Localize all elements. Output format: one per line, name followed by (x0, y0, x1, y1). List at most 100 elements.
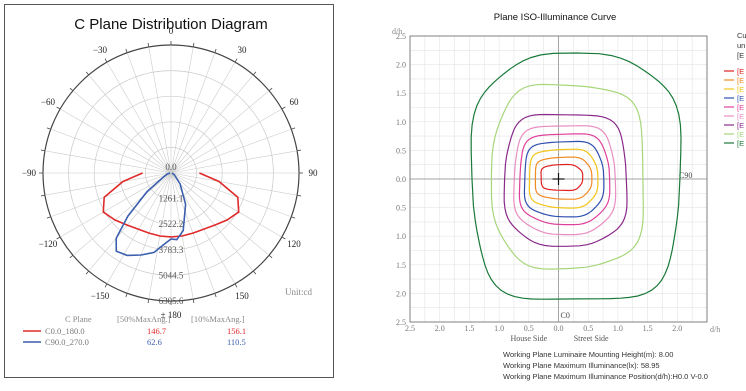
y-tick-label: 1.5 (396, 89, 406, 98)
legend-header: C Plane (65, 314, 92, 324)
x-tick-label: 2.5 (405, 324, 415, 333)
angle-label: 90 (309, 168, 319, 178)
legend-entry: [E (737, 94, 744, 103)
polar-spoke (106, 172, 172, 285)
polar-tick (40, 194, 46, 197)
polar-tick (296, 194, 302, 197)
polar-tick (296, 149, 302, 152)
polar-spoke (59, 172, 172, 238)
x-tick-label: 0.5 (524, 324, 534, 333)
polar-spoke (59, 108, 172, 174)
polar-tick (56, 106, 61, 110)
polar-spoke (44, 150, 172, 174)
legend-series-name: C90.0_270.0 (45, 337, 89, 347)
polar-spoke (170, 46, 194, 174)
x-tick-label: 2.0 (435, 324, 445, 333)
house-side-label: House Side (510, 334, 547, 343)
polar-tick (104, 58, 108, 63)
y-tick-label: 0.0 (396, 175, 406, 184)
polar-tick (40, 149, 46, 152)
radial-tick-label: 1261.1 (159, 194, 184, 204)
angle-label: −30 (93, 45, 108, 55)
iso-contour-9 (470, 52, 682, 300)
info-line: Working Plane Maximum Illuminance(lx): 5… (503, 361, 660, 370)
y-tick-label: 2.0 (396, 61, 406, 70)
iso-contour-7 (503, 113, 628, 247)
polar-tick (125, 293, 128, 298)
polar-spoke (170, 172, 292, 218)
polar-spoke (170, 61, 236, 174)
iso-contour-8 (490, 83, 644, 270)
polar-tick (147, 298, 150, 304)
chart-title: Plane ISO-Illuminance Curve (494, 12, 617, 23)
angle-label: 30 (238, 45, 248, 55)
series-line-c90-270 (115, 172, 187, 257)
polar-tick (291, 216, 296, 219)
x-tick-label: 0.5 (583, 324, 593, 333)
street-side-label: Street Side (574, 334, 609, 343)
y-tick-label: 2.5 (396, 32, 406, 41)
legend-entry: [E (737, 76, 744, 85)
angle-label: −120 (39, 239, 58, 249)
polar-tick (252, 270, 257, 275)
polar-tick (234, 283, 238, 288)
polar-spoke (170, 52, 216, 174)
polar-spoke (170, 172, 283, 238)
polar-tick (85, 270, 90, 275)
c0-label: C0 (561, 311, 570, 320)
series-line-c0-180 (102, 172, 240, 238)
polar-tick (104, 283, 108, 288)
legend-header: [10%MaxAng.] (191, 314, 245, 324)
angle-label: 120 (287, 239, 301, 249)
y-tick-label: 1.0 (396, 232, 406, 241)
iso-contour-5 (518, 133, 611, 226)
polar-tick (85, 71, 90, 76)
polar-spoke (88, 172, 172, 272)
polar-spoke (126, 52, 172, 174)
legend-value-50: 146.7 (147, 326, 166, 336)
x-tick-label: 1.0 (494, 324, 504, 333)
polar-spoke (170, 128, 292, 174)
x-tick-label: 1.5 (464, 324, 474, 333)
angle-label: 0 (169, 26, 174, 36)
polar-spoke (170, 172, 298, 196)
radial-tick-label: 6305.6 (159, 296, 184, 306)
polar-tick (268, 87, 273, 92)
legend-series-name: C0.0_180.0 (45, 326, 85, 336)
legend-header: Cu (737, 31, 746, 40)
legend-entry: [E (737, 130, 744, 139)
radial-tick-label: 5044.5 (159, 270, 184, 280)
legend-entry: [E (737, 112, 744, 121)
iso-contour-2 (534, 156, 593, 200)
polar-spoke (50, 172, 172, 218)
polar-spoke (44, 172, 172, 196)
polar-spoke (72, 90, 172, 174)
polar-tick (214, 293, 217, 298)
y-tick-label: 2.0 (396, 289, 406, 298)
legend-entry: [E (737, 67, 744, 76)
x-tick-label: 1.5 (643, 324, 653, 333)
legend-header: [50%MaxAng.] (117, 314, 171, 324)
angle-label: −150 (91, 291, 110, 301)
iso-illuminance-panel: Plane ISO-Illuminance Curve d/h d/h 2.5 2.0 1… (380, 0, 746, 386)
polar-distribution-chart: C Plane Distribution Diagram ± 180 −150 150… (22, 16, 319, 347)
info-line: Working Plane Luminaire Mounting Height(… (503, 350, 673, 359)
polar-grid (39, 41, 303, 305)
c90-label: C90 (679, 171, 692, 180)
y-axis-label: d/h (392, 27, 402, 36)
iso-contour-3 (528, 148, 599, 209)
iso-contour-4 (523, 140, 605, 218)
legend-value-50: 62.6 (147, 337, 162, 347)
polar-spoke (170, 172, 270, 256)
angle-label: −90 (22, 168, 37, 178)
polar-spoke (170, 150, 298, 174)
polar-spoke (170, 74, 254, 174)
legend-entry: [E (737, 139, 744, 148)
polar-spoke (72, 172, 172, 256)
y-tick-label: 2.5 (396, 318, 406, 327)
info-line: Working Plane Maximum Illuminance Positi… (503, 372, 708, 381)
iso-contour-1 (540, 163, 584, 192)
polar-tick (192, 42, 195, 48)
x-tick-label: 1.0 (613, 324, 623, 333)
polar-tick (46, 216, 51, 219)
